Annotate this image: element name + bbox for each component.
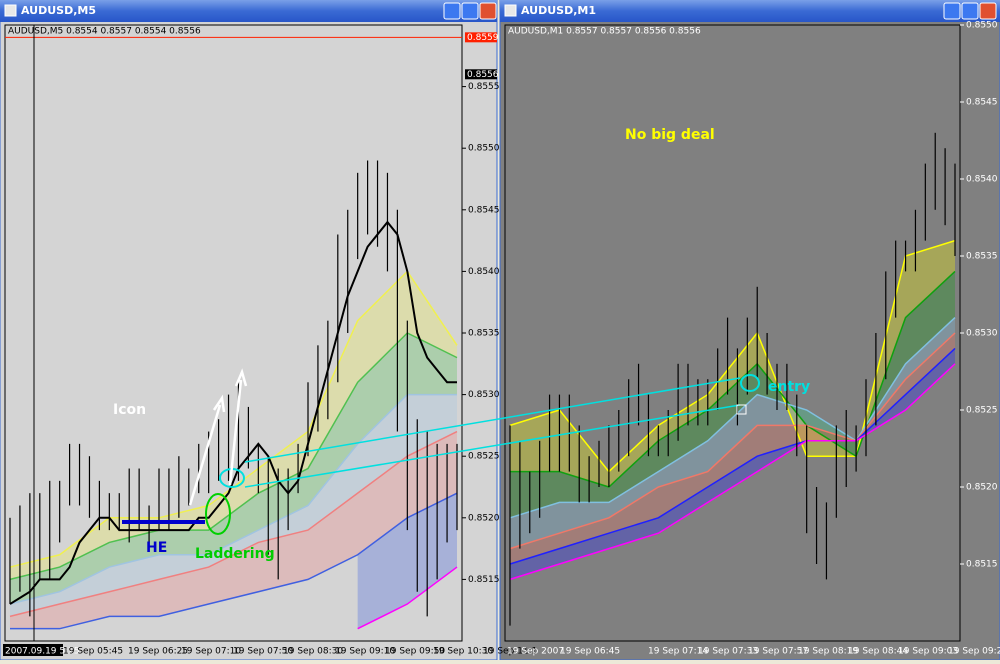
- ribbon-fill: [510, 348, 955, 580]
- ribbon-line: [10, 492, 458, 630]
- y-tick-label: 0.8530: [468, 390, 500, 400]
- ribbon-line: [9, 430, 458, 618]
- y-tick-label: 0.8545: [468, 205, 500, 215]
- ribbon-line: [509, 317, 956, 519]
- ribbon-fill: [10, 333, 457, 605]
- link-line: [244, 377, 741, 463]
- x-label-box: [3, 644, 63, 656]
- entry-ellipse: [740, 374, 760, 392]
- window-left: AUDUSD,M5: [0, 0, 498, 661]
- x-tick-label: 19 Sep 11:1: [483, 647, 537, 657]
- maximize-button[interactable]: [961, 2, 979, 20]
- x-tick-label: 19 Sep 08:44: [848, 647, 908, 657]
- x-tick-label: 19 Sep 08:19: [798, 647, 858, 657]
- charts: AUDUSD,M5 0.8554 0.8557 0.8554 0.8556 0.8…: [3, 21, 1000, 657]
- info-line: AUDUSD,M5 0.8554 0.8557 0.8554 0.8556: [8, 27, 201, 37]
- laddering-ellipse: [205, 493, 231, 535]
- ribbon-fill: [510, 271, 955, 518]
- title-bar[interactable]: [0, 0, 497, 22]
- annotation: HE: [146, 540, 167, 556]
- x-tick-label: 19 Sep 10:30: [433, 647, 493, 657]
- entry-box: [736, 404, 747, 415]
- y-tick-label: 0.8515: [468, 575, 500, 585]
- y-tick-label: 0.8515: [966, 560, 998, 570]
- window-title: AUDUSD,M1: [521, 4, 596, 17]
- x-tick-label: 19 Sep 07:10: [181, 647, 241, 657]
- window-icon: [4, 4, 17, 17]
- y-tick-label: 0.8540: [966, 175, 998, 185]
- ribbon-line: [510, 270, 956, 488]
- y-tick-label: 0.8550: [468, 144, 500, 154]
- x-tick-label: 19 Sep 2007: [507, 647, 564, 657]
- title-bar[interactable]: [500, 0, 1000, 22]
- price-marker-label: 0.8559: [467, 33, 499, 43]
- ribbon-fill: [10, 394, 457, 617]
- maximize-button[interactable]: [461, 2, 479, 20]
- y-tick-label: 0.8520: [966, 483, 998, 493]
- icon-arrows: [188, 368, 248, 506]
- x-tick-label: 19 Sep 09:10: [335, 647, 395, 657]
- ribbon-fill: [357, 493, 457, 629]
- minimize-button[interactable]: [943, 2, 961, 20]
- annotation: Icon: [113, 402, 146, 418]
- minimize-button[interactable]: [443, 2, 461, 20]
- y-tick-label: 0.8535: [966, 252, 998, 262]
- y-tick-label: 0.8545: [966, 98, 998, 108]
- ribbon-line: [509, 347, 956, 565]
- y-tick-label: 0.8550: [966, 21, 998, 31]
- info-line: AUDUSD,M1 0.8557 0.8557 0.8556 0.8556: [508, 27, 701, 37]
- annotation: entry: [768, 379, 810, 395]
- price-marker-label: 0.8556: [467, 70, 499, 80]
- ribbon-line: [509, 363, 956, 581]
- plot: [5, 36, 462, 630]
- ribbon-line: [9, 332, 458, 581]
- y-tick-label: 0.8535: [468, 329, 500, 339]
- x-tick-label: 19 Sep 07:14: [648, 647, 708, 657]
- window-right: AUDUSD,M1: [499, 0, 1000, 661]
- x-tick-label: 2007.09.19 5:25: [5, 647, 80, 657]
- link-line: [244, 404, 741, 488]
- x-tick-label: 19 Sep 06:25: [128, 647, 188, 657]
- drawn-objects: [33, 25, 760, 641]
- y-tick-label: 0.8555: [468, 82, 500, 92]
- y-tick-label: 0.8525: [468, 452, 500, 462]
- x-tick-label: 19 Sep 06:45: [560, 647, 620, 657]
- x-tick-label: 19 Sep 05:45: [63, 647, 123, 657]
- ribbon-line: [509, 239, 956, 473]
- window-icon: [504, 4, 517, 17]
- ribbon-fill: [10, 431, 457, 629]
- x-tick-label: 19 Sep 07:33: [698, 647, 758, 657]
- window-title: AUDUSD,M5: [21, 4, 96, 17]
- y-tick-label: 0.8530: [966, 329, 998, 339]
- plot-area: [504, 24, 961, 642]
- y-tick-label: 0.8520: [468, 513, 500, 523]
- y-tick-label: 0.8525: [966, 406, 998, 416]
- price-marker: [465, 32, 497, 43]
- x-tick-label: 19 Sep 08:30: [283, 647, 343, 657]
- ribbon-line: [509, 332, 956, 550]
- x-tick-label: 19 Sep 09:22: [948, 647, 1000, 657]
- ribbon-line: [9, 393, 457, 605]
- x-tick-label: 19 Sep 09:03: [898, 647, 958, 657]
- moving-average: [9, 220, 457, 605]
- price-marker: [465, 69, 497, 80]
- close-button[interactable]: [979, 2, 997, 20]
- annotation: No big deal: [625, 127, 715, 143]
- x-tick-label: 19 Sep 09:50: [385, 647, 445, 657]
- plot: [509, 132, 956, 626]
- close-button[interactable]: [479, 2, 497, 20]
- y-tick-label: 0.8540: [468, 267, 500, 277]
- ribbon-fill: [510, 317, 955, 549]
- x-tick-label: 19 Sep 07:50: [233, 647, 293, 657]
- ribbon-line: [357, 566, 458, 630]
- x-tick-label: 19 Sep 07:57: [748, 647, 808, 657]
- annotation: Laddering: [195, 546, 275, 562]
- ribbon-fill: [510, 240, 955, 487]
